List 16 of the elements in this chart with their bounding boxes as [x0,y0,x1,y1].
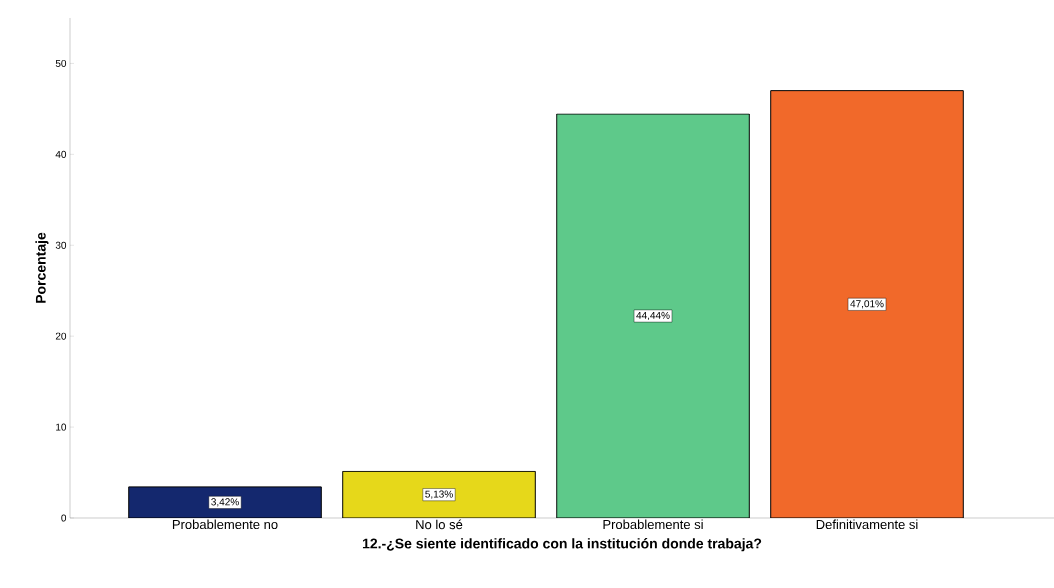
y-tick-label: 10 [56,423,67,431]
data-label: 3,42% [211,498,239,507]
y-tick-label: 50 [55,59,67,67]
x-tick-label: Probablemente no [172,519,278,530]
x-tick-label: No lo sé [416,519,463,530]
y-tick-label: 40 [55,150,67,158]
data-label: 47,01% [850,300,884,309]
data-label: 44,44% [636,311,670,321]
y-tick-label: 20 [55,332,67,340]
y-tick-label: 0 [61,514,67,522]
x-axis-title: 12.-¿Se siente identificado con la institución donde trabaja? [362,538,762,552]
x-tick-label: Definitivamente si [816,519,918,530]
data-label: 5,13% [425,490,453,499]
y-axis-title: Porcentaje [35,232,49,303]
y-tick-label: 30 [55,241,67,249]
x-tick-label: Probablemente si [603,519,703,530]
